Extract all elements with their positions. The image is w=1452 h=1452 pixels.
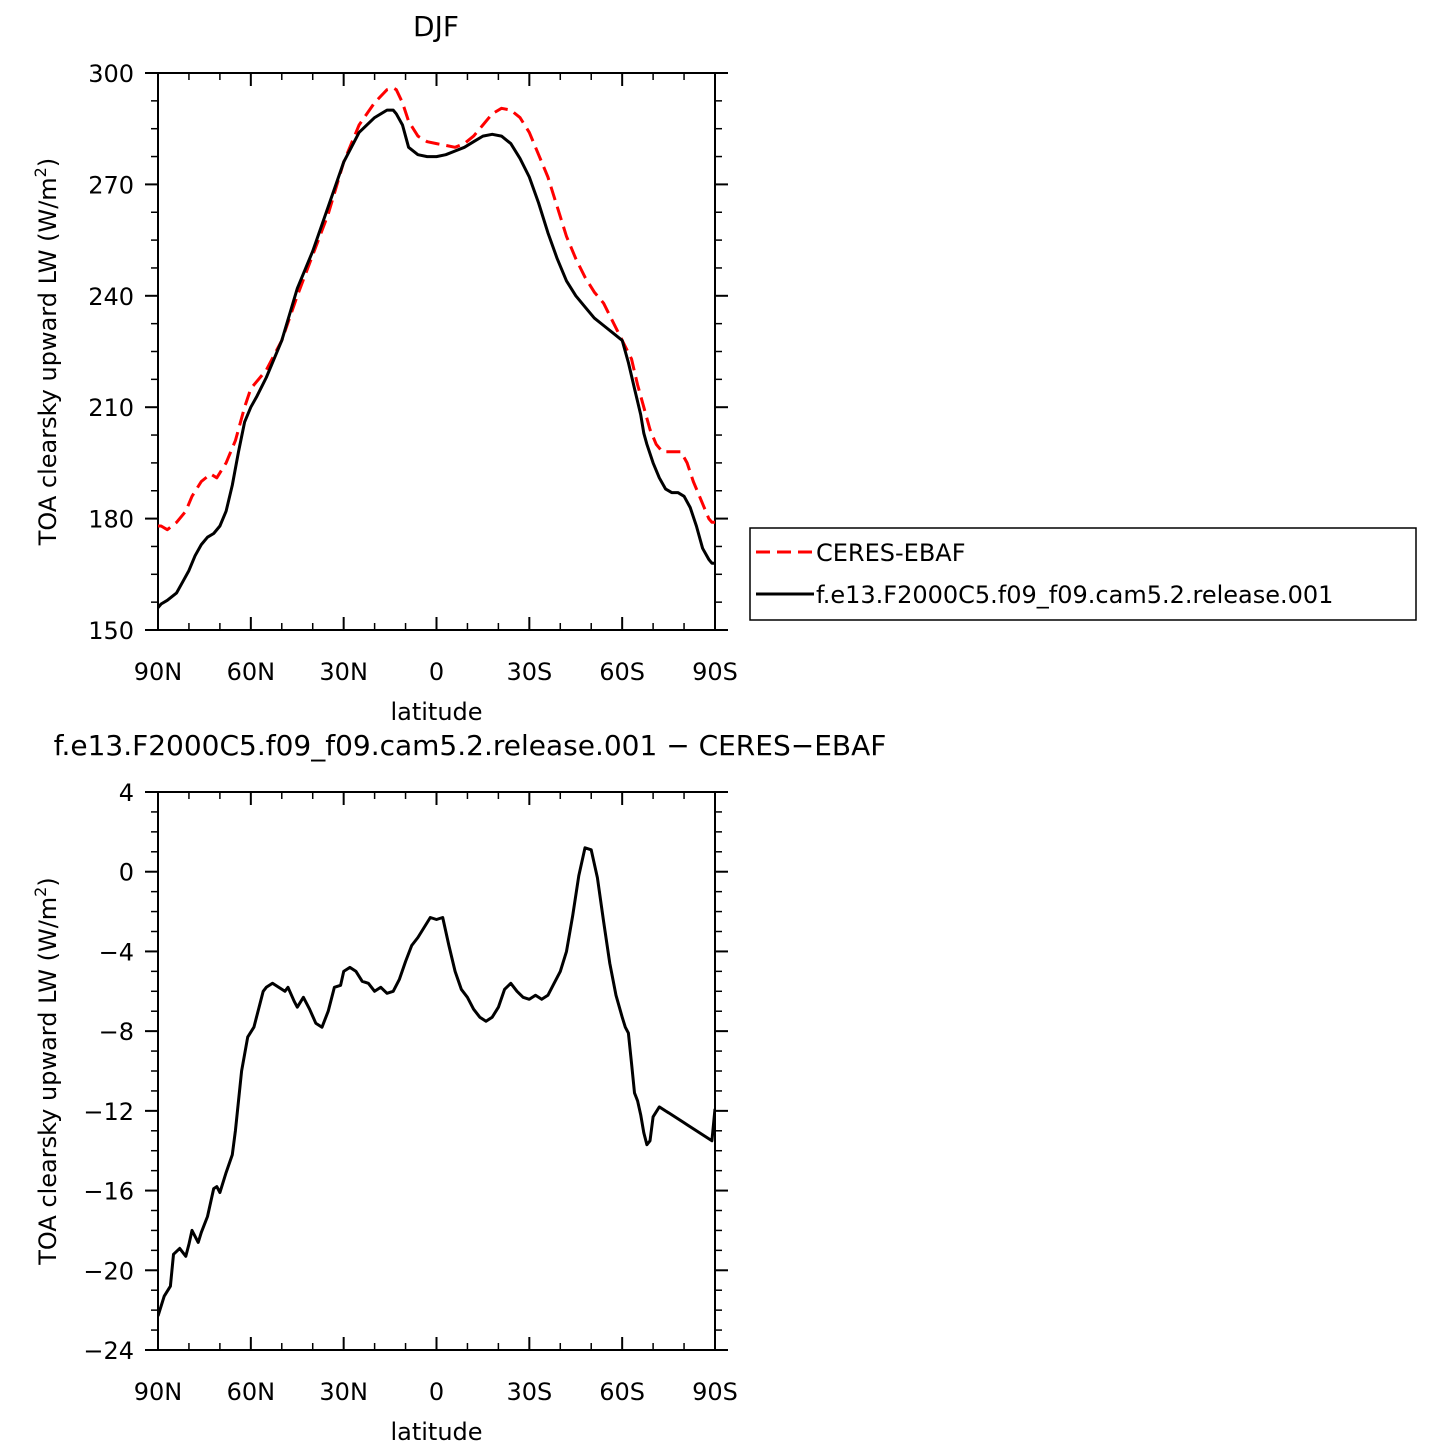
y-tick-label: 270 xyxy=(88,171,134,199)
y-tick-label: −16 xyxy=(83,1178,134,1206)
y-tick-label: 0 xyxy=(119,859,134,887)
chart-panel-difference: f.e13.F2000C5.f09_f09.cam5.2.release.001… xyxy=(31,729,886,1446)
chart-title: DJF xyxy=(413,10,459,43)
y-tick-label: 300 xyxy=(88,60,134,88)
x-tick-label: 0 xyxy=(429,658,444,686)
series-line-model xyxy=(158,846,715,1317)
y-tick-label: −24 xyxy=(83,1337,134,1365)
x-tick-label: 30S xyxy=(506,1378,552,1406)
y-axis-label: TOA clearsky upward LW (W/m2) xyxy=(31,158,62,547)
y-tick-label: −20 xyxy=(83,1257,134,1285)
x-tick-label: 90S xyxy=(692,658,738,686)
x-tick-label: 30N xyxy=(319,1378,368,1406)
x-tick-label: 60S xyxy=(599,1378,645,1406)
series-line-ceres-ebaf xyxy=(158,86,715,532)
x-tick-label: 90N xyxy=(134,658,183,686)
y-axis-label-main: TOA clearsky upward LW (W/m xyxy=(34,177,62,546)
y-tick-label: −8 xyxy=(99,1018,134,1046)
y-axis-label-sup: 2 xyxy=(31,167,50,177)
y-tick-label: 210 xyxy=(88,394,134,422)
y-axis-label-main: TOA clearsky upward LW (W/m xyxy=(34,897,62,1266)
y-tick-label: 180 xyxy=(88,506,134,534)
x-tick-label: 90N xyxy=(134,1378,183,1406)
legend-box xyxy=(749,527,1417,621)
x-tick-label: 60N xyxy=(227,658,276,686)
y-tick-label: −4 xyxy=(99,938,134,966)
x-axis-label: latitude xyxy=(390,1418,482,1446)
legend-label: CERES-EBAF xyxy=(816,539,966,567)
y-tick-label: 240 xyxy=(88,283,134,311)
legend: CERES-EBAF f.e13.F2000C5.f09_f09.cam5.2.r… xyxy=(749,527,1417,621)
x-axis-label: latitude xyxy=(390,698,482,726)
legend-label: f.e13.F2000C5.f09_f09.cam5.2.release.001 xyxy=(816,581,1333,609)
y-tick-label: 150 xyxy=(88,617,134,645)
series-line-model xyxy=(158,108,715,609)
y-axis-label-end: ) xyxy=(34,158,62,167)
x-tick-label: 30N xyxy=(319,658,368,686)
x-tick-label: 30S xyxy=(506,658,552,686)
y-tick-label: 4 xyxy=(119,779,134,807)
chart-title: f.e13.F2000C5.f09_f09.cam5.2.release.001… xyxy=(54,729,887,762)
x-tick-label: 60N xyxy=(227,1378,276,1406)
chart-panel-djf: DJF 90N 60N 30N 0 30S 60S 90S 150 180 210 240 270 300… xyxy=(31,10,1417,726)
x-tick-label: 0 xyxy=(429,1378,444,1406)
y-tick-label: −12 xyxy=(83,1098,134,1126)
x-tick-label: 60S xyxy=(599,658,645,686)
y-axis-label: TOA clearsky upward LW (W/m2) xyxy=(31,877,62,1266)
y-axis-label-sup: 2 xyxy=(31,887,50,897)
x-tick-label: 90S xyxy=(692,1378,738,1406)
y-axis-label-end: ) xyxy=(34,877,62,886)
